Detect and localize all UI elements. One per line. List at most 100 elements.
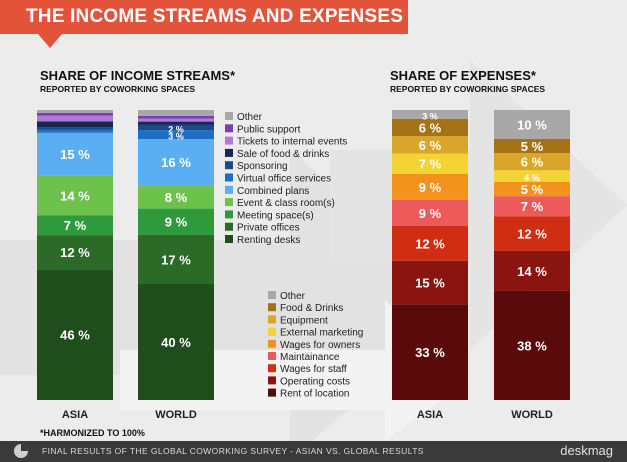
legend-label: Event & class room(s): [237, 198, 335, 209]
data-label: 9 %: [419, 206, 442, 221]
bar-world-virtual-office-services: [138, 130, 214, 139]
data-label: 4 %: [524, 173, 540, 183]
bar-asia-other: [37, 110, 113, 113]
data-label: 2 %: [168, 124, 184, 134]
bar-world-wages-for-staff: [494, 216, 570, 251]
bar-world-food-drinks: [494, 138, 570, 154]
legend-label: Food & Drinks: [280, 303, 343, 314]
page-title: THE INCOME STREAMS AND EXPENSES: [26, 6, 404, 27]
legend-label: Public support: [237, 124, 301, 135]
bar-asia-virtual-office-services: [37, 129, 113, 133]
legend-label: Maintainance: [280, 352, 340, 363]
data-label: 6 %: [521, 155, 544, 170]
legend-label: Tickets to internal events: [237, 137, 347, 148]
data-label: 6 %: [419, 120, 442, 135]
bar-asia-wages-for-staff: [392, 226, 468, 261]
legend-label: Other: [280, 291, 306, 302]
income-chart-subtitle: REPORTED BY COWORKING SPACES: [40, 84, 196, 94]
legend-label: Wages for staff: [280, 364, 347, 375]
legend-swatch: [225, 210, 233, 219]
legend-swatch: [268, 364, 276, 373]
legend-swatch: [225, 148, 233, 157]
bar-world-other: [138, 110, 214, 116]
legend-label: Virtual office services: [237, 174, 331, 185]
bar-asia-equipment: [392, 136, 468, 154]
income-chart-title: SHARE OF INCOME STREAMS*: [40, 68, 236, 83]
data-label: 40 %: [161, 335, 191, 350]
legend-label: Wages for owners: [280, 340, 360, 351]
legend-swatch: [225, 235, 233, 243]
footer-caption: FINAL RESULTS OF THE GLOBAL COWORKING SU…: [42, 446, 424, 456]
bar-world-wages-for-owners: [494, 181, 570, 197]
data-label: 15 %: [415, 276, 445, 291]
bar-asia-combined-plans: [37, 132, 113, 176]
expenses-chart-title: SHARE OF EXPENSES*: [390, 68, 536, 83]
legend-swatch: [225, 112, 233, 120]
legend-swatch: [268, 376, 276, 385]
bar-asia-other: [392, 110, 468, 119]
bar-asia-public-support: [37, 112, 113, 116]
data-label: 46 %: [60, 328, 90, 343]
bar-asia-event-class-room-s-: [37, 175, 113, 216]
bar-world-operating-costs: [494, 250, 570, 291]
bar-asia-maintainance: [392, 199, 468, 226]
legend-swatch: [268, 388, 276, 397]
legend-label: Sponsoring: [237, 161, 288, 172]
bar-world-maintainance: [494, 196, 570, 217]
legend-label: Other: [237, 112, 263, 123]
data-label: 5 %: [521, 139, 544, 154]
legend-label: Sale of food & drinks: [237, 149, 329, 160]
bar-asia-meeting-space-s-: [37, 215, 113, 236]
data-label: 9 %: [419, 180, 442, 195]
legend-label: Meeting space(s): [237, 210, 314, 221]
data-label: 14 %: [60, 188, 90, 203]
bar-world-event-class-room-s-: [138, 185, 214, 209]
bar-world-sale-of-food-drinks: [138, 121, 214, 125]
bar-world-public-support: [138, 115, 214, 119]
bar-world-combined-plans: [138, 139, 214, 186]
legend-swatch: [225, 161, 233, 170]
legend-label: Private offices: [237, 223, 300, 234]
bar-world-rent-of-location: [494, 290, 570, 400]
legend-swatch: [225, 136, 233, 145]
bar-asia-wages-for-owners: [392, 173, 468, 200]
data-label: 7 %: [521, 199, 544, 214]
legend-swatch: [225, 222, 233, 231]
legend-label: Renting desks: [237, 235, 300, 246]
legend-swatch: [268, 327, 276, 336]
bar-world-tickets-to-internal-events: [138, 118, 214, 122]
bar-world-private-offices: [138, 234, 214, 284]
data-label: 7 %: [64, 218, 87, 233]
legend-swatch: [268, 352, 276, 360]
pie-logo-icon: [14, 444, 28, 458]
bar-asia-external-marketing: [392, 153, 468, 174]
bar-world-renting-desks: [138, 284, 214, 400]
footnote: *HARMONIZED TO 100%: [40, 428, 145, 438]
legend-swatch: [268, 339, 276, 348]
background-arrows: [0, 60, 627, 460]
footer-bar: FINAL RESULTS OF THE GLOBAL COWORKING SU…: [0, 441, 627, 462]
header-banner: [0, 0, 408, 48]
bar-world-meeting-space-s-: [138, 208, 214, 235]
data-label: 5 %: [521, 182, 544, 197]
legend-label: Combined plans: [237, 186, 309, 197]
data-label: 7 %: [419, 157, 442, 172]
data-label: 8 %: [165, 190, 188, 205]
bar-world-equipment: [494, 153, 570, 171]
legend-swatch: [225, 185, 233, 194]
data-label: 10 %: [517, 117, 547, 132]
legend-swatch: [225, 173, 233, 182]
data-label: 3 %: [168, 132, 184, 142]
legend-label: Rent of location: [280, 389, 350, 400]
category-label: WORLD: [155, 409, 197, 421]
bar-asia-rent-of-location: [392, 304, 468, 400]
brand-logo: deskmag: [560, 443, 613, 458]
bar-asia-private-offices: [37, 235, 113, 270]
bar-asia-renting-desks: [37, 269, 113, 400]
legend-swatch: [268, 291, 276, 299]
data-label: 3 %: [422, 111, 438, 121]
data-label: 12 %: [517, 226, 547, 241]
data-label: 38 %: [517, 338, 547, 353]
data-label: 6 %: [419, 138, 442, 153]
